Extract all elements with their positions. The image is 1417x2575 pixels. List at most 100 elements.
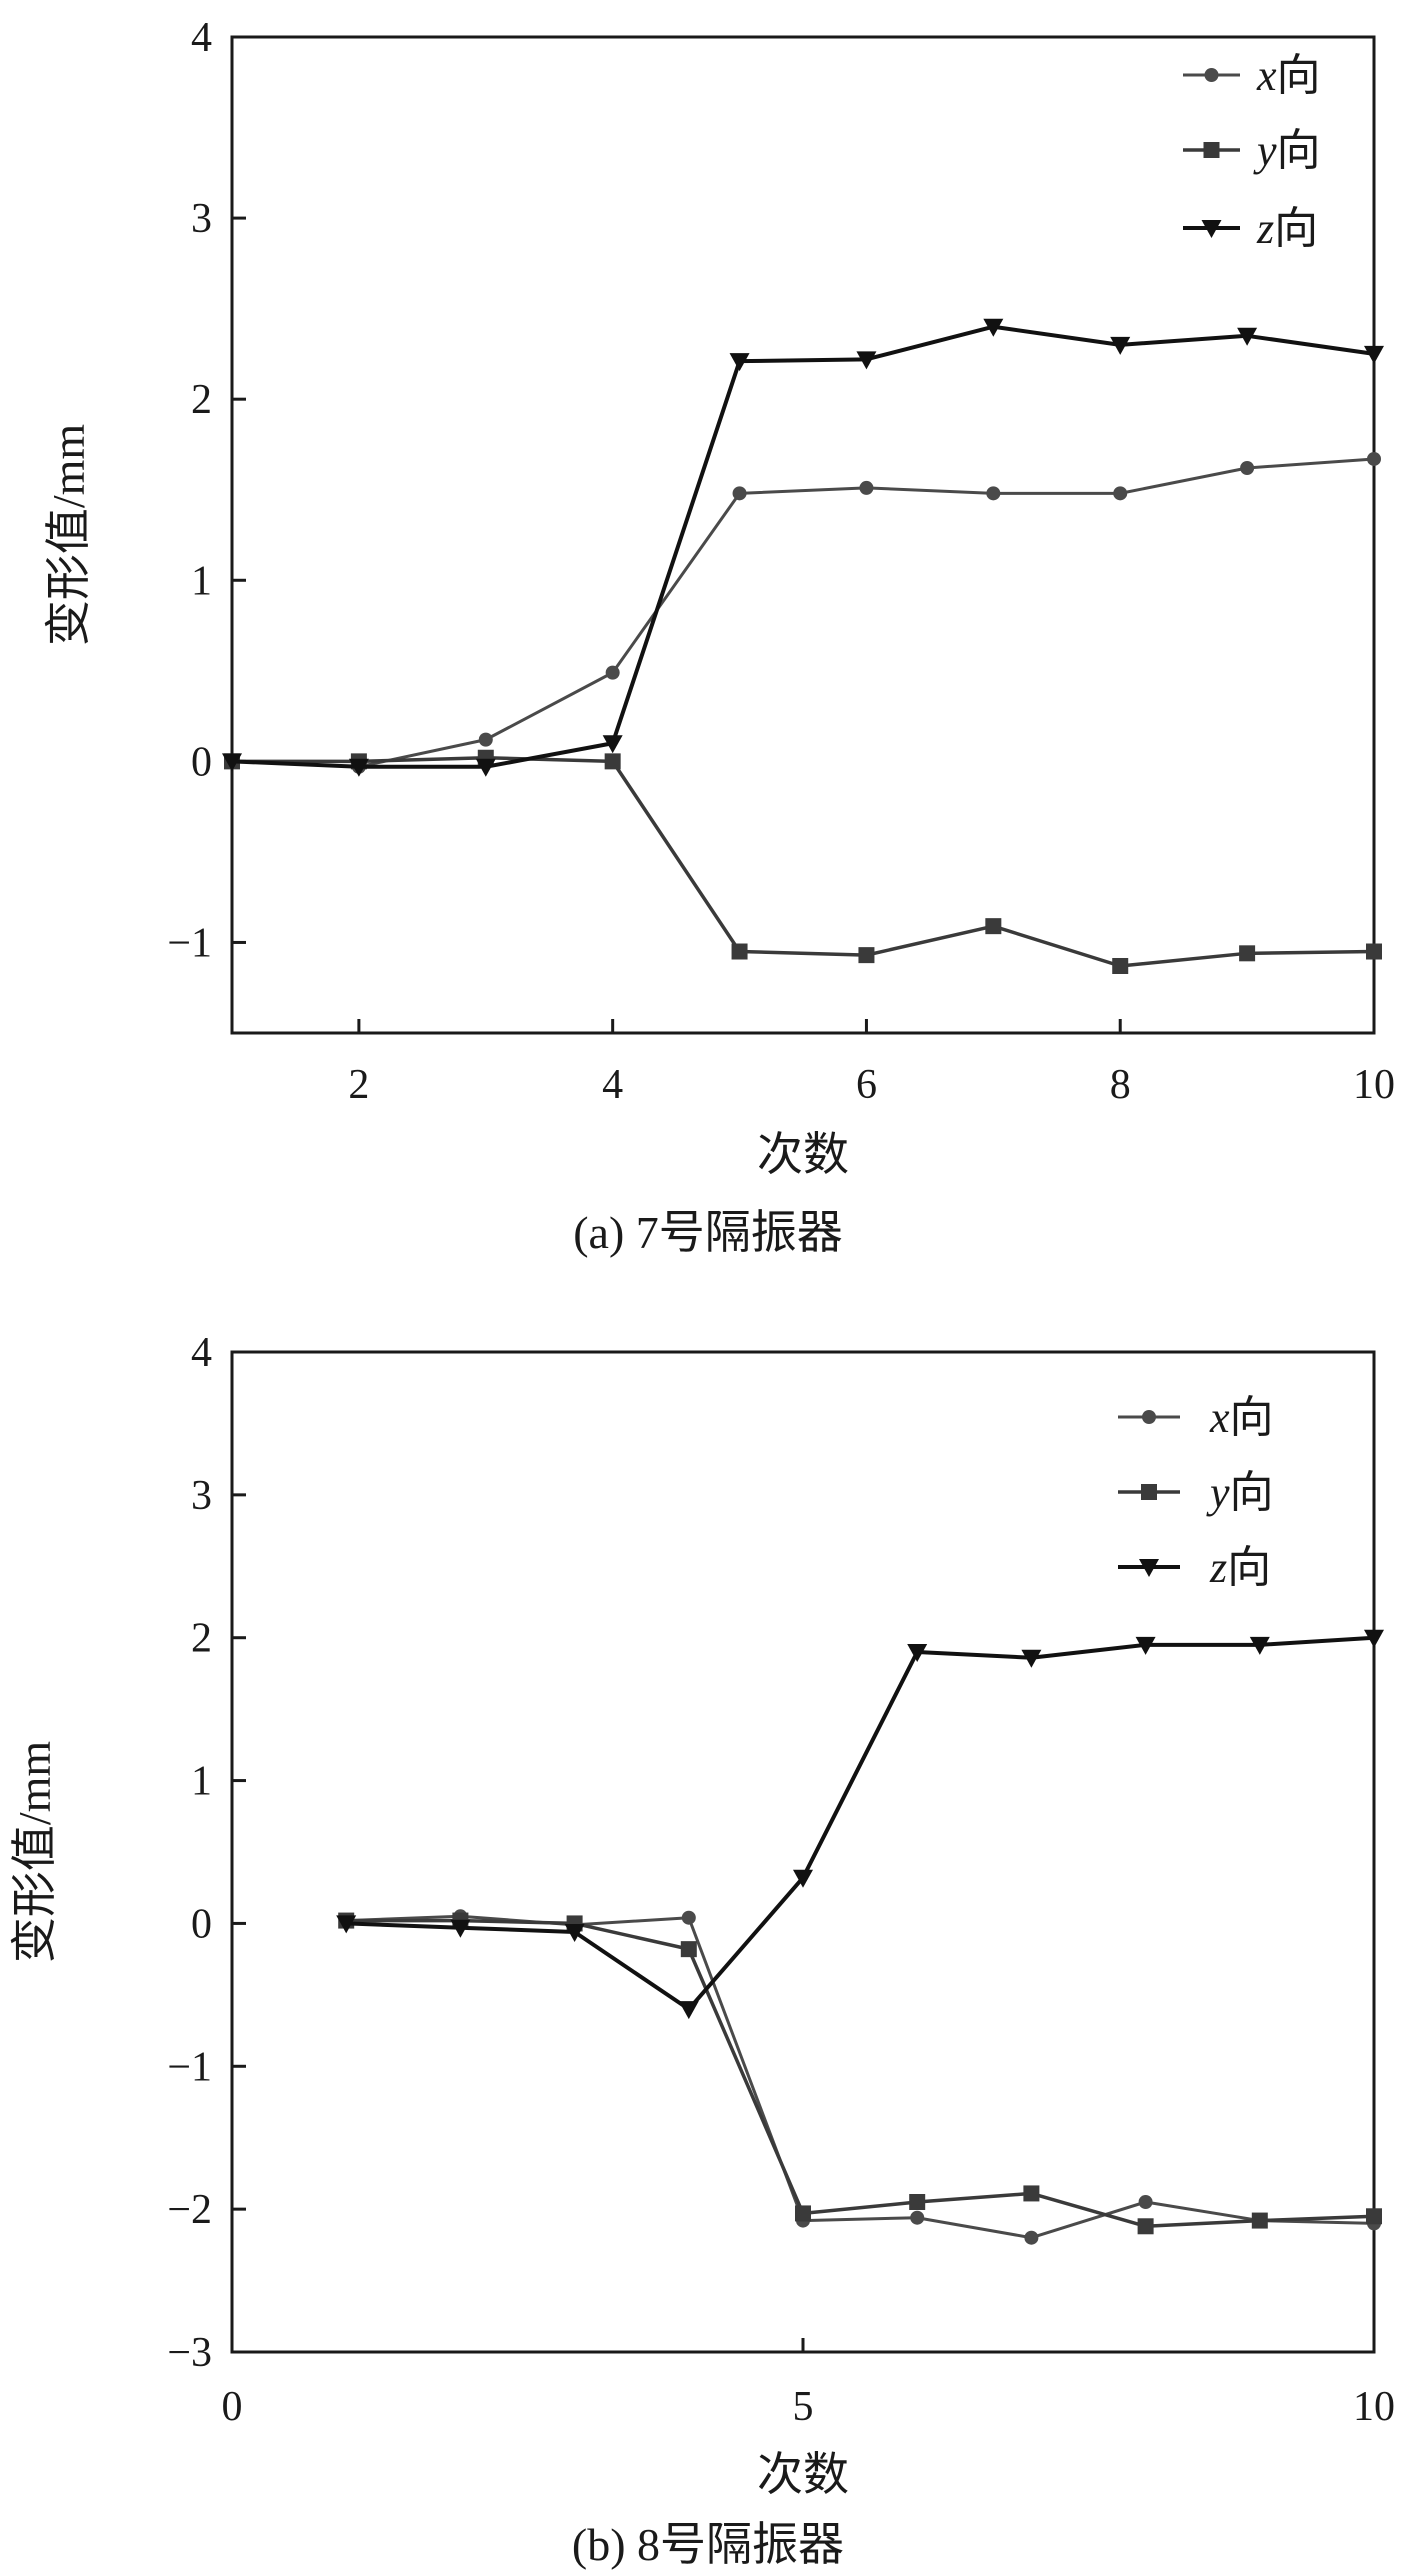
data-point-y — [1023, 2185, 1040, 2202]
data-point-y — [731, 943, 748, 960]
series-line-y — [346, 1918, 1375, 2229]
y-tick-label: 2 — [191, 377, 212, 423]
data-point-z — [907, 1644, 928, 1662]
data-point-z — [1249, 1636, 1270, 1655]
data-point-z — [1135, 1636, 1156, 1655]
x-tick-label: 4 — [602, 1062, 623, 1108]
y-tick-label: 1 — [191, 558, 212, 604]
legend-suffix: 向 — [1230, 1468, 1274, 1517]
legend-marker — [1203, 142, 1220, 158]
y-tick-label: −2 — [167, 2187, 212, 2233]
data-point-z — [678, 2001, 699, 2020]
legend-variable: y — [1253, 126, 1277, 175]
y-tick-label: 3 — [191, 1473, 212, 1519]
legend-item-y: y向 — [1183, 126, 1321, 175]
data-point-z — [475, 758, 496, 777]
legend-suffix: 向 — [1230, 1393, 1274, 1442]
data-point-y — [1112, 957, 1129, 974]
legend-variable: z — [1256, 204, 1274, 253]
data-point-z — [793, 1869, 813, 1888]
data-point-z — [602, 735, 623, 754]
data-point-x — [1138, 2195, 1153, 2209]
legend-item-x: x向 — [1183, 51, 1321, 100]
y-tick-label: 2 — [191, 1616, 212, 1662]
data-point-z — [222, 753, 242, 772]
legend-label: z向 — [1209, 1543, 1271, 1592]
legend-label: y向 — [1253, 126, 1321, 175]
data-point-z — [348, 758, 369, 777]
legend-item-z: z向 — [1183, 204, 1318, 253]
data-point-y — [1137, 2218, 1154, 2235]
y-tick-label: 0 — [191, 1901, 212, 1947]
legend-suffix: 向 — [1277, 126, 1321, 175]
y-axis-title: 变形值/mm — [9, 1741, 60, 1964]
figure-caption: (b) 8号隔振器 — [572, 2519, 844, 2570]
legend-variable: x — [1256, 51, 1277, 100]
legend-item-y: y向 — [1118, 1468, 1274, 1517]
data-point-x — [1113, 486, 1128, 501]
data-point-z — [983, 318, 1004, 337]
y-tick-label: 4 — [191, 1330, 212, 1376]
legend-suffix: 向 — [1227, 1543, 1271, 1592]
data-point-x — [1240, 460, 1255, 475]
data-point-y — [1366, 2208, 1382, 2225]
data-point-x — [910, 2210, 925, 2225]
data-point-z — [729, 353, 750, 372]
data-point-y — [680, 1941, 697, 1958]
legend-variable: z — [1209, 1543, 1227, 1592]
data-point-z — [1110, 336, 1131, 355]
data-point-y — [1251, 2212, 1268, 2229]
legend-marker — [1142, 1410, 1156, 1424]
series-x — [339, 1909, 1381, 2245]
y-tick-label: 0 — [191, 739, 212, 785]
y-tick-label: 3 — [191, 196, 212, 242]
data-point-z — [336, 1915, 357, 1934]
legend-label: z向 — [1256, 204, 1318, 253]
data-point-y — [909, 2194, 926, 2210]
legend-label: x向 — [1209, 1393, 1274, 1442]
legend-marker — [1204, 68, 1219, 82]
y-axis-title: 变形值/mm — [43, 424, 94, 647]
series-line-x — [346, 1914, 1375, 2240]
series-line-z — [346, 1635, 1375, 2012]
series-x — [225, 451, 1381, 774]
x-tick-label: 10 — [1353, 2384, 1395, 2430]
data-point-z — [1364, 345, 1384, 364]
y-tick-label: 4 — [191, 15, 212, 61]
data-point-y — [985, 918, 1002, 935]
series-z — [222, 318, 1384, 777]
x-tick-label: 2 — [348, 1062, 369, 1108]
data-point-z — [856, 351, 877, 370]
x-tick-label: 6 — [856, 1062, 877, 1108]
legend-marker — [1139, 1559, 1159, 1577]
legend-suffix: 向 — [1274, 204, 1318, 253]
series-y — [338, 1912, 1382, 2235]
series-line-z — [231, 324, 1375, 769]
data-point-x — [986, 486, 1001, 501]
series-line-y — [232, 755, 1375, 968]
data-point-y — [604, 753, 621, 770]
series-line-x — [231, 457, 1375, 769]
legend-label: y向 — [1206, 1468, 1274, 1517]
data-point-x — [859, 480, 874, 495]
data-point-z — [1237, 327, 1258, 346]
data-point-z — [450, 1919, 471, 1938]
data-point-y — [1239, 945, 1256, 962]
data-point-x — [1024, 2230, 1039, 2245]
x-axis-title: 次数 — [757, 1129, 849, 1180]
legend-marker — [1141, 1484, 1157, 1500]
x-tick-label: 8 — [1110, 1062, 1131, 1108]
legend-item-x: x向 — [1118, 1393, 1274, 1442]
legend-suffix: 向 — [1277, 51, 1321, 100]
x-axis-title: 次数 — [757, 2449, 849, 2500]
y-tick-label: −1 — [167, 920, 212, 966]
data-point-y — [795, 2205, 811, 2222]
figure-caption: (a) 7号隔振器 — [573, 1207, 843, 1258]
legend-item-z: z向 — [1118, 1543, 1271, 1592]
data-point-y — [858, 947, 875, 964]
x-tick-label: 10 — [1353, 1062, 1395, 1108]
data-point-y — [1366, 943, 1382, 960]
y-tick-label: −1 — [167, 2044, 212, 2090]
